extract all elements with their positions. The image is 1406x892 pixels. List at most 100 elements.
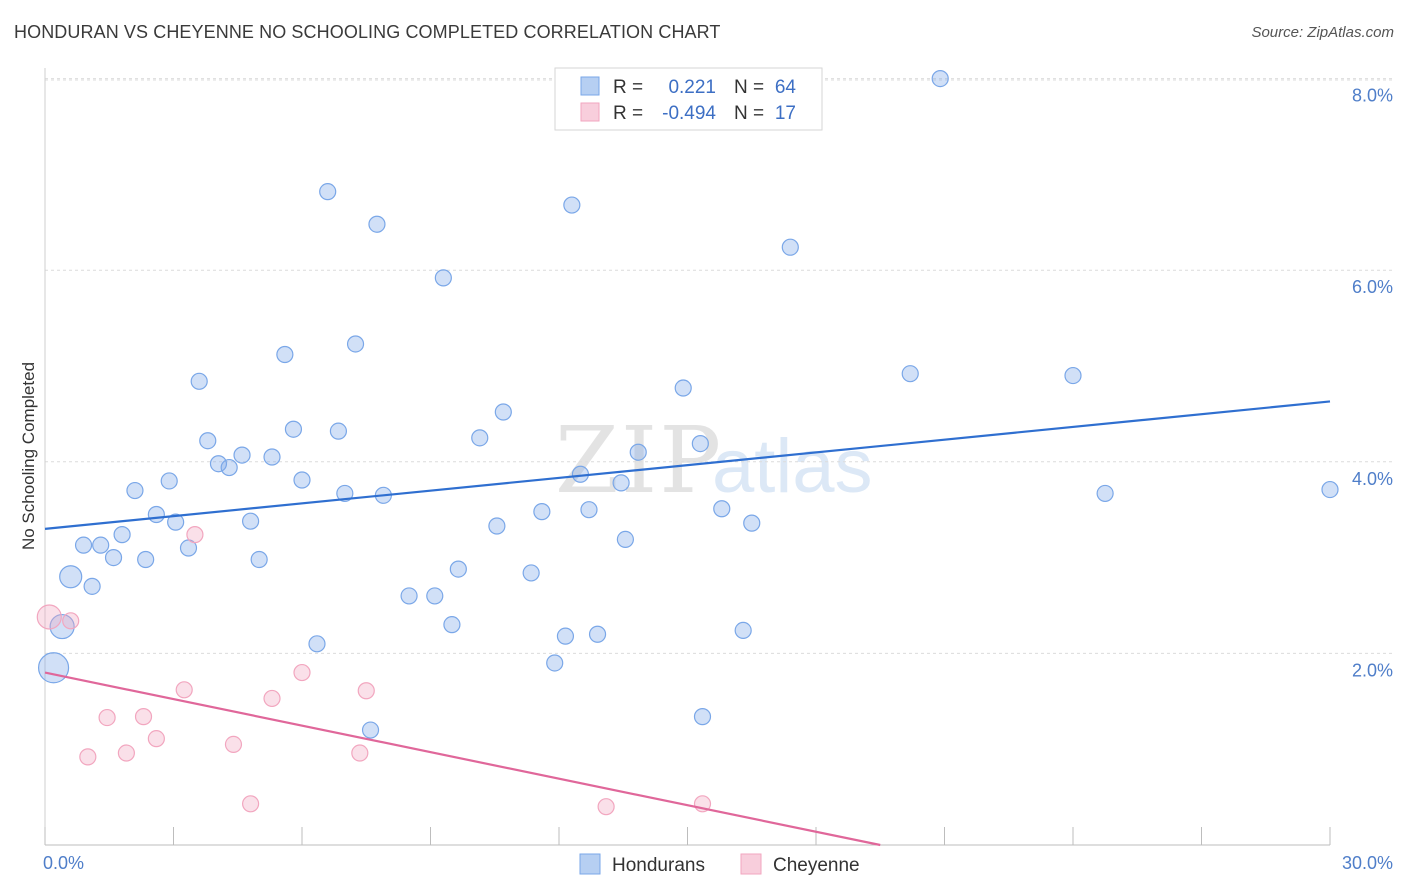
watermark-atlas: atlas — [712, 424, 873, 509]
cheyenne-point-7 — [175, 681, 193, 699]
honduran-point-2 — [59, 565, 83, 589]
legend-r-label-0: R = — [613, 77, 643, 98]
honduran-point-9 — [137, 550, 155, 569]
cheyenne-point-10 — [242, 795, 260, 813]
honduran-point-33 — [400, 587, 418, 605]
honduran-point-34 — [426, 587, 444, 605]
y-tick-label-0: 2.0% — [1352, 660, 1393, 680]
bottom-legend-swatch-0 — [579, 853, 601, 875]
legend-n-value-0: 64 — [775, 77, 797, 98]
honduran-point-4 — [83, 577, 101, 595]
honduran-point-57 — [743, 514, 761, 532]
honduran-point-30 — [361, 721, 380, 739]
legend-r-value-1: -0.494 — [662, 103, 716, 124]
source-label: Source: ZipAtlas.com — [1251, 24, 1394, 41]
bottom-legend-label-0: Hondurans — [612, 855, 705, 876]
cheyenne-trend-line — [44, 671, 881, 847]
honduran-point-12 — [167, 513, 185, 531]
legend-swatch-1 — [580, 102, 600, 122]
honduran-point-5 — [92, 536, 110, 554]
honduran-point-0 — [37, 652, 70, 684]
honduran-point-52 — [674, 379, 692, 397]
honduran-point-49 — [612, 474, 630, 492]
honduran-point-51 — [629, 443, 647, 461]
cheyenne-point-12 — [293, 663, 311, 682]
honduran-point-6 — [104, 548, 123, 567]
honduran-point-10 — [147, 505, 165, 524]
honduran-point-22 — [276, 345, 294, 364]
legend-n-label-1: N = — [734, 103, 764, 124]
honduran-point-42 — [533, 503, 551, 521]
cheyenne-point-14 — [357, 682, 375, 700]
x-tick-label-max: 30.0% — [1342, 853, 1393, 873]
honduran-trend-line — [44, 400, 1331, 530]
bottom-legend-swatch-1 — [740, 853, 762, 875]
honduran-point-20 — [250, 550, 268, 569]
cheyenne-point-8 — [186, 526, 204, 544]
legend-n-value-1: 17 — [775, 103, 796, 124]
honduran-point-63 — [1321, 480, 1339, 499]
honduran-point-11 — [160, 472, 178, 490]
y-tick-label-3: 8.0% — [1352, 86, 1393, 106]
honduran-point-54 — [693, 708, 712, 726]
honduran-point-55 — [713, 500, 731, 518]
y-tick-label-2: 6.0% — [1352, 277, 1393, 297]
cheyenne-point-0 — [36, 604, 62, 630]
honduran-point-18 — [233, 446, 251, 464]
honduran-point-29 — [346, 335, 365, 353]
cheyenne-point-6 — [147, 730, 165, 748]
honduran-point-25 — [308, 635, 326, 653]
honduran-point-36 — [443, 616, 461, 634]
cheyenne-point-1 — [62, 612, 80, 630]
legend-n-label-0: N = — [734, 77, 764, 98]
honduran-point-40 — [494, 403, 512, 421]
honduran-point-26 — [319, 183, 337, 201]
honduran-point-48 — [588, 625, 607, 643]
honduran-point-8 — [126, 481, 144, 500]
cheyenne-point-2 — [79, 748, 97, 766]
honduran-point-62 — [1096, 484, 1114, 503]
honduran-point-14 — [190, 372, 208, 390]
honduran-point-19 — [242, 512, 260, 530]
honduran-point-24 — [293, 471, 311, 489]
honduran-point-15 — [199, 432, 217, 450]
cheyenne-point-9 — [224, 735, 243, 754]
honduran-point-3 — [74, 536, 93, 554]
honduran-point-47 — [580, 501, 598, 519]
y-tick-label-1: 4.0% — [1352, 469, 1393, 489]
cheyenne-point-3 — [98, 708, 116, 727]
honduran-point-59 — [901, 365, 919, 383]
honduran-point-35 — [434, 269, 452, 287]
honduran-point-43 — [546, 654, 564, 672]
honduran-point-39 — [488, 517, 506, 535]
honduran-point-61 — [1064, 366, 1082, 385]
honduran-point-37 — [449, 560, 467, 578]
honduran-point-23 — [284, 420, 303, 438]
honduran-point-1 — [49, 613, 75, 640]
legend-swatch-0 — [580, 76, 600, 96]
cheyenne-point-11 — [263, 689, 281, 708]
honduran-point-7 — [113, 526, 131, 544]
legend-r-label-1: R = — [613, 103, 643, 124]
honduran-point-31 — [368, 215, 386, 233]
honduran-point-60 — [931, 69, 949, 88]
y-axis-label: No Schooling Completed — [19, 362, 38, 550]
cheyenne-point-4 — [117, 744, 135, 762]
honduran-point-58 — [781, 238, 799, 256]
cheyenne-point-5 — [134, 708, 153, 726]
honduran-point-56 — [734, 621, 752, 640]
honduran-point-53 — [691, 434, 709, 453]
honduran-point-38 — [471, 429, 489, 447]
honduran-point-45 — [563, 196, 581, 214]
honduran-point-50 — [616, 530, 634, 548]
honduran-point-44 — [556, 627, 575, 645]
bottom-legend-label-1: Cheyenne — [773, 855, 860, 876]
honduran-point-27 — [329, 422, 348, 440]
honduran-point-17 — [220, 458, 238, 477]
honduran-point-16 — [209, 455, 228, 473]
chart-title: HONDURAN VS CHEYENNE NO SCHOOLING COMPLE… — [14, 22, 721, 42]
cheyenne-point-15 — [597, 798, 615, 816]
honduran-point-28 — [336, 484, 354, 503]
cheyenne-point-13 — [351, 744, 369, 762]
